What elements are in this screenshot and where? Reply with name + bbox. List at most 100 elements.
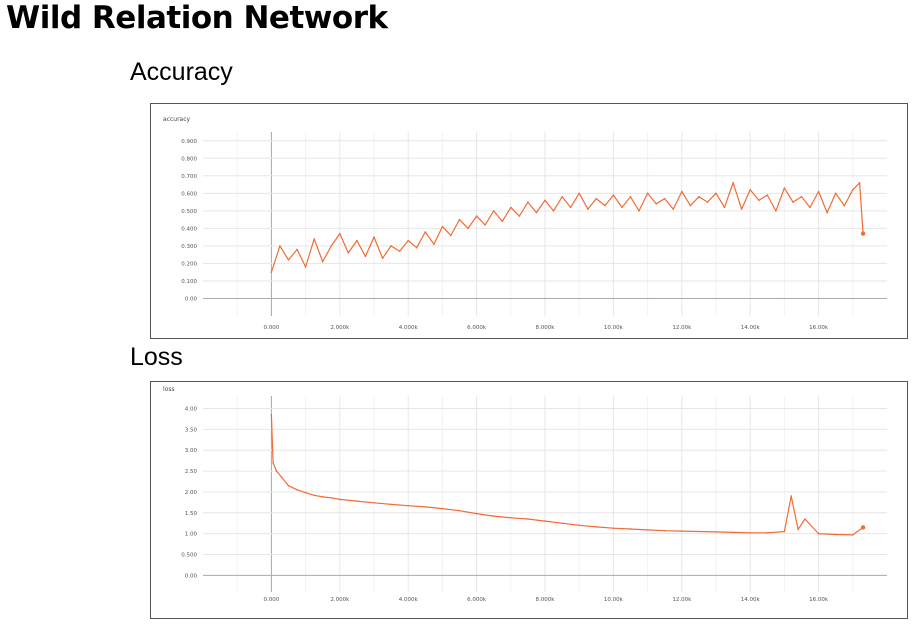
accuracy-series-line — [270, 182, 864, 273]
accuracy-data-point — [347, 252, 350, 254]
accuracy-data-point — [655, 203, 657, 205]
loss-x-tick-label: 14.00k — [741, 597, 761, 603]
accuracy-data-point — [629, 196, 632, 198]
accuracy-data-point — [381, 257, 384, 259]
accuracy-y-tick-label: 0.400 — [181, 226, 197, 232]
accuracy-y-tick-label: 0.900 — [181, 139, 197, 145]
loss-data-point — [287, 484, 290, 487]
accuracy-data-point — [510, 206, 512, 209]
accuracy-y-tick-label: 0.200 — [181, 261, 197, 267]
accuracy-data-point — [304, 266, 307, 268]
loss-y-tick-label: 4.00 — [185, 407, 198, 413]
accuracy-last-point-marker — [860, 231, 866, 236]
accuracy-data-point — [681, 190, 683, 193]
accuracy-data-point — [313, 238, 315, 240]
loss-chart-title: loss — [163, 386, 175, 393]
loss-data-point — [578, 524, 580, 527]
accuracy-x-tick-label: 8.000k — [536, 325, 556, 331]
page-title: Wild Relation Network — [6, 0, 388, 36]
loss-chart: loss 0.000 2.000k 4.000k 6.000k 8.000k 10.00k 1… — [163, 386, 887, 603]
accuracy-data-point — [407, 239, 410, 242]
accuracy-data-point — [843, 204, 846, 207]
accuracy-data-point — [698, 196, 700, 198]
loss-data-point — [475, 512, 478, 515]
loss-data-point — [646, 529, 649, 531]
loss-data-point — [390, 503, 392, 506]
accuracy-x-tick-label: 6.000k — [467, 325, 487, 331]
loss-data-point — [749, 532, 751, 534]
accuracy-data-point — [552, 210, 555, 212]
accuracy-data-point — [296, 248, 298, 251]
accuracy-data-point — [544, 199, 546, 202]
loss-data-point — [270, 414, 273, 416]
loss-last-point-marker — [860, 525, 866, 530]
loss-x-tick-label: 10.00k — [604, 597, 624, 603]
accuracy-data-point — [663, 197, 666, 200]
loss-data-point — [544, 520, 546, 522]
loss-data-point — [732, 531, 734, 534]
accuracy-data-point — [689, 204, 692, 207]
accuracy-data-point — [800, 196, 803, 198]
accuracy-data-point — [595, 197, 598, 200]
accuracy-data-point — [535, 211, 538, 214]
loss-data-point — [272, 461, 274, 464]
accuracy-x-tick-label: 14.00k — [741, 325, 761, 331]
accuracy-y-tick-label: 0.300 — [181, 244, 197, 250]
loss-data-point — [330, 497, 333, 499]
accuracy-data-point — [715, 192, 717, 195]
loss-data-point — [275, 470, 278, 472]
loss-data-point — [852, 534, 854, 536]
loss-x-tick-label: 8.000k — [536, 597, 556, 603]
loss-data-point — [790, 495, 792, 497]
accuracy-data-point — [587, 208, 589, 210]
loss-data-point — [766, 532, 769, 534]
loss-y-tick-label: 0.00 — [185, 573, 198, 579]
accuracy-data-point — [638, 210, 640, 212]
accuracy-data-point — [792, 201, 794, 203]
loss-heading: Loss — [130, 343, 183, 371]
loss-y-tick-label: 3.00 — [185, 448, 198, 454]
accuracy-data-point — [492, 210, 495, 212]
loss-data-point — [313, 494, 315, 497]
accuracy-data-point — [424, 231, 427, 233]
loss-chart-frame: loss 0.000 2.000k 4.000k 6.000k 8.000k 10.00k 1… — [150, 381, 908, 619]
accuracy-data-point — [518, 215, 521, 217]
accuracy-x-tick-label: 2.000k — [330, 325, 350, 331]
loss-data-point — [612, 527, 615, 529]
loss-data-point — [663, 529, 666, 532]
accuracy-chart-title: accuracy — [163, 116, 191, 123]
accuracy-data-point — [706, 201, 709, 203]
loss-data-point — [296, 489, 298, 491]
accuracy-data-point — [858, 182, 861, 184]
loss-data-point — [834, 533, 837, 536]
accuracy-data-point — [330, 245, 333, 247]
accuracy-data-point — [732, 182, 734, 184]
loss-x-tick-label: 16.00k — [809, 597, 829, 603]
loss-data-point — [681, 530, 683, 532]
accuracy-data-point — [287, 259, 290, 261]
accuracy-data-point — [279, 245, 281, 247]
loss-y-tick-label: 3.50 — [185, 427, 198, 433]
loss-data-point — [441, 507, 444, 510]
accuracy-chart-frame: accuracy 0.000 2.000k 4.000k 6.000k 8.000k 10.… — [150, 103, 908, 339]
loss-x-tick-label: 2.000k — [330, 597, 350, 603]
accuracy-y-tick-label: 0.800 — [181, 156, 197, 162]
loss-data-point — [492, 515, 495, 517]
accuracy-data-point — [621, 206, 623, 209]
accuracy-data-point — [467, 227, 469, 230]
accuracy-data-point — [458, 218, 461, 221]
loss-y-tick-label: 1.50 — [185, 511, 198, 517]
accuracy-data-point — [561, 196, 563, 198]
accuracy-y-tick-label: 0.700 — [181, 174, 197, 180]
loss-y-tick-label: 0.500 — [181, 552, 197, 558]
accuracy-data-point — [826, 211, 828, 214]
accuracy-data-point — [321, 260, 324, 263]
loss-data-point — [304, 491, 307, 494]
accuracy-data-point — [416, 246, 418, 249]
accuracy-data-point — [775, 210, 777, 212]
loss-x-tick-label: 4.000k — [399, 597, 419, 603]
accuracy-data-point — [749, 189, 751, 191]
accuracy-x-tick-label: 12.00k — [672, 325, 692, 331]
loss-data-point — [797, 528, 799, 531]
loss-data-point — [356, 500, 358, 502]
